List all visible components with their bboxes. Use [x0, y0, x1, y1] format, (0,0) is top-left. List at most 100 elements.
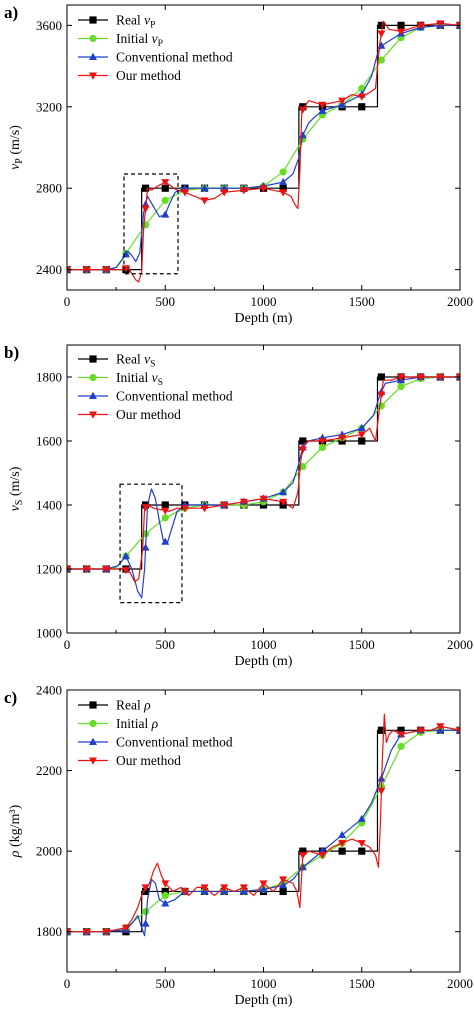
data-point [298, 446, 307, 454]
legend-marker [89, 373, 97, 382]
x-axis-label: Depth (m) [235, 993, 293, 1008]
y-tick-label: 1600 [36, 434, 62, 449]
legend-item: Initial ρ [78, 716, 159, 731]
data-point [102, 566, 111, 574]
data-point [298, 852, 307, 860]
x-axis-label: Depth (m) [235, 654, 293, 669]
series-4 [67, 374, 460, 583]
legend-label: Initial vP [116, 31, 163, 49]
data-point [338, 830, 347, 839]
data-point [161, 514, 169, 522]
data-point [377, 21, 385, 29]
data-point [259, 880, 268, 888]
x-tick-label: 0 [64, 976, 71, 991]
data-point [357, 840, 366, 848]
data-point [161, 880, 170, 888]
legend-marker [89, 411, 97, 419]
data-point [67, 928, 71, 936]
data-point [161, 501, 169, 509]
x-tick-label: 1500 [349, 637, 375, 652]
y-tick-label: 2400 [36, 683, 62, 698]
x-tick-label: 500 [156, 976, 176, 991]
legend: Real ρ Initial ρ Conventional method Our me… [78, 698, 233, 768]
data-point [299, 847, 307, 855]
legend-label: Conventional method [116, 50, 233, 65]
data-point [141, 504, 150, 512]
panel-label: c) [4, 688, 17, 707]
data-point [279, 881, 288, 889]
data-point [141, 884, 150, 892]
data-point [161, 507, 170, 515]
data-point [338, 840, 347, 848]
data-point [220, 502, 229, 510]
data-point [436, 374, 445, 382]
data-point [279, 189, 288, 197]
x-tick-label: 1500 [349, 294, 375, 309]
panel-label: a) [4, 3, 18, 22]
x-tick-label: 500 [156, 637, 176, 652]
y-tick-label: 1200 [36, 562, 62, 577]
data-point [161, 184, 169, 192]
data-point [200, 884, 209, 892]
data-point [377, 402, 385, 410]
data-point [161, 537, 170, 545]
highlight-box [119, 483, 183, 604]
data-point [279, 184, 287, 192]
data-point [82, 928, 91, 936]
data-point [161, 899, 170, 907]
legend-item: Initial vP [78, 31, 163, 49]
x-tick-label: 2000 [447, 976, 473, 991]
data-point [82, 266, 91, 274]
legend-marker [89, 52, 97, 60]
plot-frame [66, 4, 461, 291]
x-tick-label: 2000 [447, 294, 473, 309]
data-point [279, 177, 288, 186]
data-point [456, 727, 460, 735]
series-line [67, 713, 460, 933]
data-point [357, 424, 366, 432]
data-point [416, 727, 425, 735]
data-point [141, 919, 150, 927]
legend-label: Real vP [116, 13, 155, 31]
data-point [239, 498, 248, 506]
y-axis-label: vS (m/s) [8, 466, 25, 511]
data-point [200, 505, 209, 513]
data-point [220, 884, 229, 892]
legend-label: Initial ρ [116, 716, 159, 731]
data-point [456, 374, 460, 382]
data-point [436, 20, 445, 28]
y-tick-label: 1400 [36, 498, 62, 513]
data-point [259, 495, 268, 503]
data-point [436, 723, 445, 731]
legend-label: Conventional method [116, 389, 233, 404]
chart-panel-3: 0 500 1000 1500 2000 1800 2000 2200 2400 Depth (m… [4, 683, 473, 1009]
x-tick-label: 1000 [251, 294, 277, 309]
x-tick-label: 500 [156, 294, 176, 309]
series-line [67, 20, 460, 283]
y-tick-label: 3200 [36, 99, 62, 114]
data-point [299, 437, 307, 445]
series-line [67, 24, 460, 271]
data-point [338, 97, 347, 105]
legend-marker [89, 34, 97, 43]
legend-item: Initial vS [78, 370, 163, 388]
data-point [259, 185, 268, 193]
data-point [239, 187, 248, 195]
series-line [67, 729, 460, 937]
y-tick-label: 2000 [36, 844, 62, 859]
data-point [180, 505, 189, 513]
data-point [416, 374, 425, 382]
data-point [259, 885, 268, 893]
data-point [377, 56, 385, 64]
data-point [180, 189, 189, 197]
y-tick-label: 3600 [36, 18, 62, 33]
x-tick-label: 1000 [251, 637, 277, 652]
data-point [318, 106, 327, 114]
data-point [121, 552, 130, 560]
data-point [358, 103, 366, 111]
data-point [180, 888, 189, 896]
data-point [357, 814, 366, 822]
legend-label: Our method [116, 68, 181, 83]
